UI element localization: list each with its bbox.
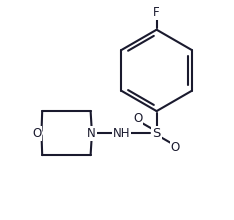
Text: O: O [133,112,143,125]
Text: N: N [87,126,96,140]
Text: O: O [171,141,180,154]
Text: O: O [32,126,41,140]
Text: F: F [153,6,160,19]
Text: NH: NH [113,126,130,140]
Text: S: S [152,126,161,140]
